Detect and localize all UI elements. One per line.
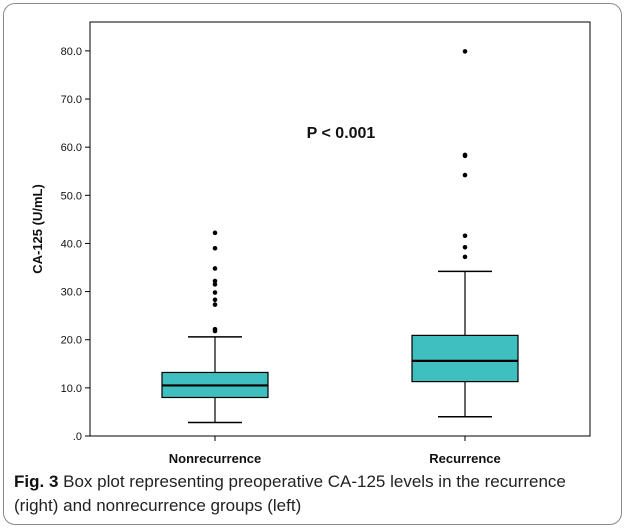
figure-caption: Fig. 3 Box plot representing preoperativ… [14, 470, 614, 518]
outlier-point [462, 244, 468, 250]
y-tick-label: 60.0 [61, 142, 82, 154]
outlier-point [462, 49, 468, 54]
figure-caption-text: Box plot representing preoperative CA-12… [14, 472, 566, 515]
outlier-point [212, 282, 218, 287]
y-tick-label: 10.0 [61, 383, 82, 395]
outlier-point [212, 278, 218, 284]
outlier-point [212, 230, 218, 236]
outlier-point [212, 290, 218, 295]
outlier-point [212, 297, 218, 303]
x-tick-label: Nonrecurrence [169, 451, 261, 466]
iqr-box [411, 334, 519, 383]
outlier-point [212, 245, 218, 251]
x-axis: Nonrecurrence Recurrence [169, 436, 501, 466]
box-series [161, 49, 519, 424]
y-tick-label: 30.0 [61, 287, 82, 299]
y-axis-label: CA-125 (U/mL) [30, 184, 45, 274]
y-tick-label: 40.0 [61, 238, 82, 250]
outlier-point [462, 233, 468, 239]
y-tick-label: 80.0 [61, 46, 82, 58]
outlier-point [462, 152, 468, 158]
y-tick-label: 50.0 [61, 190, 82, 202]
box-plot-chart: .0 10.0 20.0 30.0 40.0 50.0 60.0 70.0 80.0 Nonre… [30, 21, 591, 466]
box-group [411, 49, 519, 418]
outlier-point [212, 326, 218, 332]
figure-label: Fig. 3 [14, 472, 59, 491]
outlier-point [462, 254, 468, 260]
box-group [161, 230, 269, 424]
outlier-point [212, 302, 218, 307]
outlier-point [462, 172, 468, 178]
y-tick-label: 70.0 [61, 94, 82, 106]
y-tick-label: 20.0 [61, 335, 82, 347]
x-tick-label: Recurrence [429, 451, 501, 466]
y-tick-label: .0 [73, 431, 82, 443]
y-axis: .0 10.0 20.0 30.0 40.0 50.0 60.0 70.0 80.0 [61, 46, 90, 443]
p-value-annotation: P < 0.001 [307, 125, 376, 142]
outlier-point [212, 266, 218, 271]
figure-frame [3, 3, 622, 525]
